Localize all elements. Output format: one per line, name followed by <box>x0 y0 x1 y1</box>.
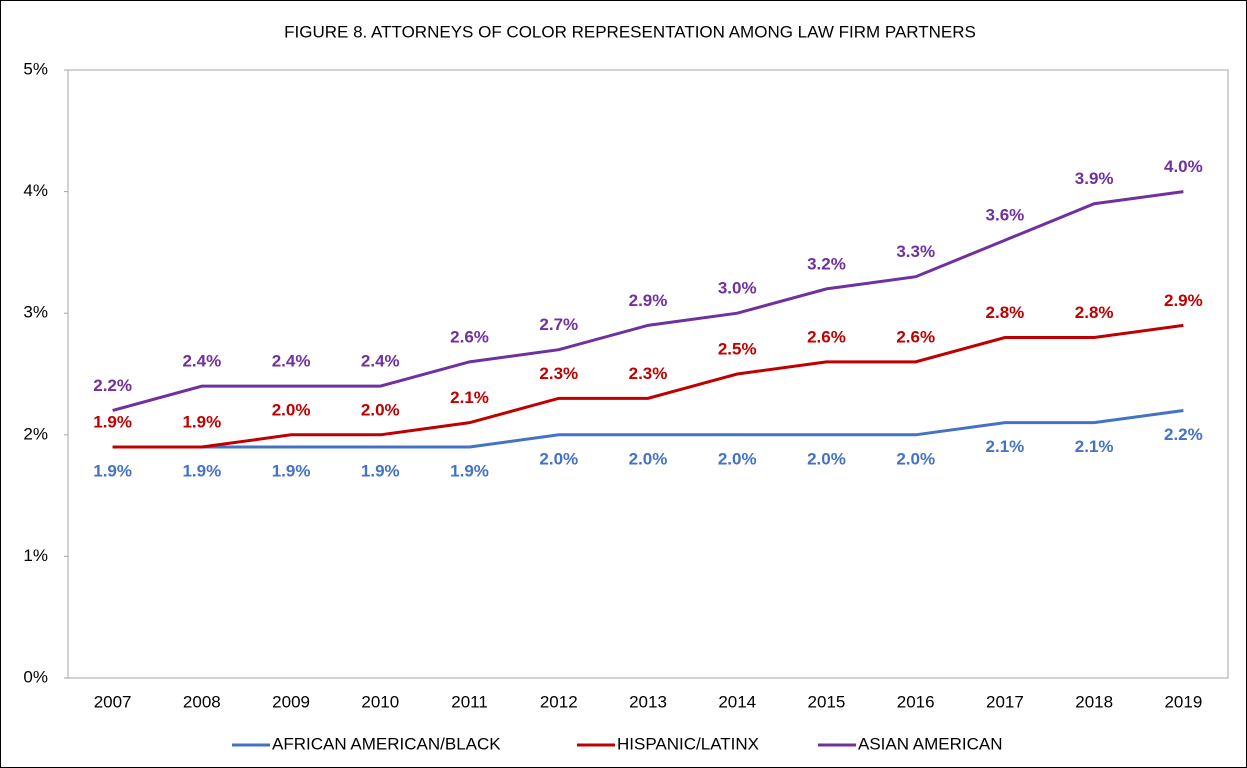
legend-label: ASIAN AMERICAN <box>858 734 1003 753</box>
data-label: 2.9% <box>1164 291 1203 310</box>
data-label: 2.3% <box>629 364 668 383</box>
y-tick-label: 3% <box>23 303 48 322</box>
data-label: 3.2% <box>807 254 846 273</box>
data-label: 1.9% <box>361 461 400 480</box>
y-tick-label: 1% <box>23 546 48 565</box>
data-label: 2.6% <box>807 327 846 346</box>
data-label: 1.9% <box>93 412 132 431</box>
x-tick-label: 2017 <box>986 692 1024 711</box>
data-label: 2.2% <box>93 376 132 395</box>
plot-area <box>67 69 1229 679</box>
data-label: 2.3% <box>539 364 578 383</box>
data-label: 2.4% <box>182 352 221 371</box>
legend-label: AFRICAN AMERICAN/BLACK <box>272 734 501 753</box>
data-label: 2.8% <box>1075 303 1114 322</box>
data-label: 3.6% <box>986 206 1025 225</box>
data-label: 4.0% <box>1164 157 1203 176</box>
y-tick-label: 0% <box>23 667 48 686</box>
x-tick-label: 2010 <box>361 692 399 711</box>
data-label: 2.6% <box>450 327 489 346</box>
y-tick-label: 4% <box>23 181 48 200</box>
x-tick-label: 2009 <box>272 692 310 711</box>
legend-label: HISPANIC/LATINX <box>617 734 759 753</box>
data-label: 2.1% <box>450 388 489 407</box>
x-tick-label: 2019 <box>1164 692 1202 711</box>
x-tick-label: 2014 <box>718 692 756 711</box>
data-label: 2.4% <box>361 352 400 371</box>
x-tick-label: 2016 <box>897 692 935 711</box>
data-label: 2.4% <box>272 352 311 371</box>
data-label: 2.7% <box>539 315 578 334</box>
x-tick-label: 2018 <box>1075 692 1113 711</box>
y-tick-label: 5% <box>23 59 48 78</box>
series-line <box>112 323 1184 449</box>
data-label: 2.1% <box>1075 437 1114 456</box>
data-label: 2.0% <box>718 449 757 468</box>
data-label: 2.9% <box>629 291 668 310</box>
data-label: 2.0% <box>272 400 311 419</box>
data-label: 2.1% <box>986 437 1025 456</box>
data-label: 2.6% <box>896 327 935 346</box>
series-line <box>112 190 1184 412</box>
x-tick-label: 2007 <box>94 692 132 711</box>
data-label: 2.5% <box>718 339 757 358</box>
x-tick-label: 2012 <box>540 692 578 711</box>
data-label: 2.2% <box>1164 425 1203 444</box>
series-line <box>112 408 1184 449</box>
data-label: 1.9% <box>450 461 489 480</box>
data-label: 2.8% <box>986 303 1025 322</box>
chart-title: FIGURE 8. ATTORNEYS OF COLOR REPRESENTAT… <box>284 22 976 41</box>
data-label: 1.9% <box>182 412 221 431</box>
x-tick-label: 2008 <box>183 692 221 711</box>
x-tick-label: 2013 <box>629 692 667 711</box>
data-label: 1.9% <box>272 461 311 480</box>
x-tick-label: 2011 <box>451 692 488 711</box>
data-label: 3.0% <box>718 279 757 298</box>
data-label: 2.0% <box>361 400 400 419</box>
data-label: 3.9% <box>1075 169 1114 188</box>
data-label: 3.3% <box>896 242 935 261</box>
data-label: 1.9% <box>93 461 132 480</box>
data-label: 2.0% <box>629 449 668 468</box>
y-tick-label: 2% <box>23 424 48 443</box>
data-label: 2.0% <box>539 449 578 468</box>
data-label: 1.9% <box>182 461 221 480</box>
data-label: 2.0% <box>807 449 846 468</box>
x-tick-label: 2015 <box>808 692 846 711</box>
data-label: 2.0% <box>896 449 935 468</box>
